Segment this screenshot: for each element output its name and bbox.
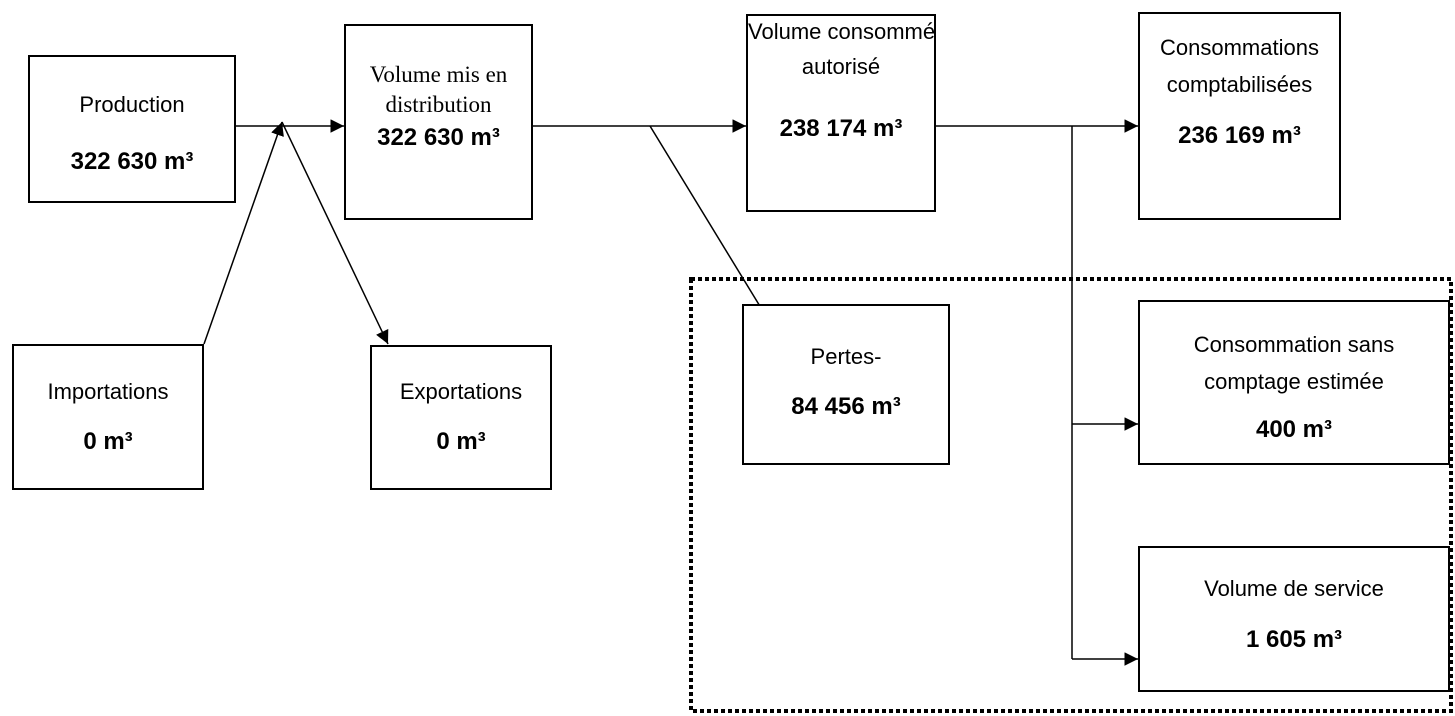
node-label: distribution [385,92,492,117]
node-box: Importations 0 m³ [12,344,204,490]
node-value: 84 456 m³ [791,393,901,420]
node-label: Production [79,92,185,117]
node-box: Volume mis en distribution 322 630 m³ [344,24,533,220]
node-label: Volume de service [1204,576,1384,601]
node-value: 0 m³ [83,428,133,455]
node-value: 238 174 m³ [779,115,903,142]
arrow [649,125,773,327]
node-box: Consommation sans comptage estimée 400 m³ [1138,300,1450,465]
node-box: Volume consommé autorisé 238 174 m³ [746,14,936,212]
node-label: Consommations [1160,35,1319,60]
node-label: Importations [47,379,169,404]
node-label: Volume consommé [748,19,936,44]
arrow [203,121,284,345]
node-label: autorisé [801,54,881,79]
node-box: Production 322 630 m³ [28,55,236,203]
node-value: 400 m³ [1255,416,1333,443]
node-label: Pertes- [810,344,882,369]
node-box: Volume de service 1 605 m³ [1138,546,1450,692]
node-value: 0 m³ [436,428,486,455]
arrow [281,121,389,345]
node-label: Exportations [399,379,523,404]
node-label: Consommation sans [1193,332,1395,357]
node-box: Pertes- 84 456 m³ [742,304,950,465]
node-value: 1 605 m³ [1245,626,1343,653]
node-value: 322 630 m³ [377,124,500,151]
node-value: 322 630 m³ [70,148,194,175]
node-value: 236 169 m³ [1178,122,1301,149]
node-label: Volume mis en [369,62,508,87]
node-box: Exportations 0 m³ [370,345,552,490]
node-label: comptabilisées [1166,72,1313,97]
loss-region [689,277,1453,713]
node-label: comptage estimée [1204,369,1384,394]
node-box: Consommations comptabilisées 236 169 m³ [1138,12,1341,220]
